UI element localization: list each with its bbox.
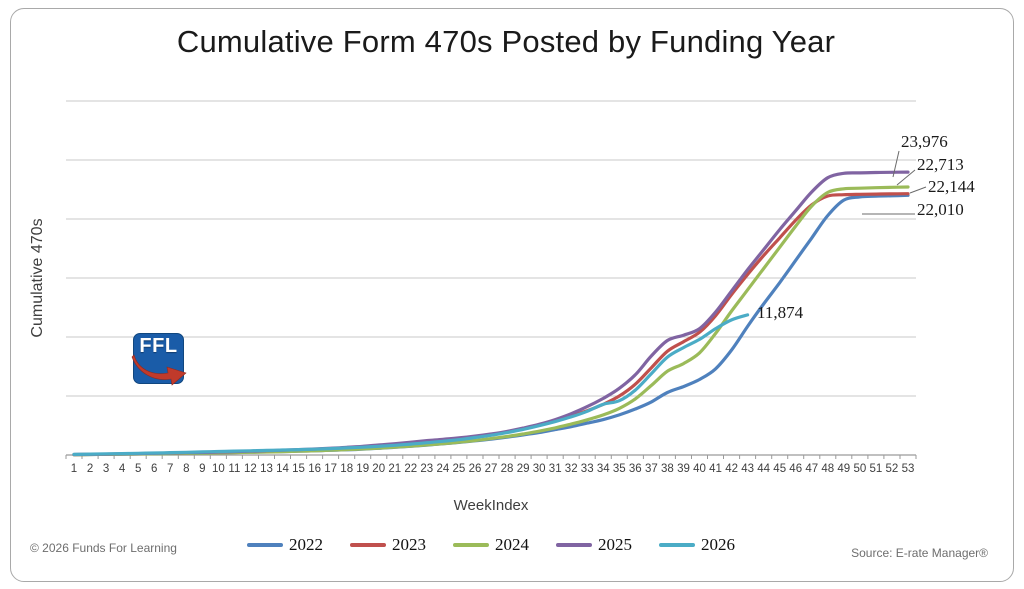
x-tick-label: 43 xyxy=(741,463,754,475)
x-tick-label: 36 xyxy=(629,463,642,475)
x-tick-label: 45 xyxy=(773,463,786,475)
x-tick-label: 26 xyxy=(469,463,482,475)
x-tick-label: 21 xyxy=(388,463,401,475)
x-tick-label: 3 xyxy=(103,463,109,475)
legend-label-2025: 2025 xyxy=(598,535,632,554)
x-tick-label: 35 xyxy=(613,463,626,475)
x-tick-label: 11 xyxy=(228,463,240,475)
legend-swatch-2023 xyxy=(350,543,386,547)
legend-item-2022: 2022 xyxy=(247,535,323,555)
legend-label-2023: 2023 xyxy=(392,535,426,554)
x-tick-label: 46 xyxy=(789,463,802,475)
x-tick-label: 1 xyxy=(71,463,77,475)
legend-item-2024: 2024 xyxy=(453,535,529,555)
x-tick-label: 14 xyxy=(276,463,289,475)
x-tick-label: 33 xyxy=(581,463,594,475)
data-label-2025: 23,976 xyxy=(901,132,948,151)
x-tick-label: 27 xyxy=(485,463,498,475)
x-tick-label: 19 xyxy=(356,463,369,475)
x-tick-label: 23 xyxy=(420,463,433,475)
data-label-2022: 22,010 xyxy=(917,200,964,219)
legend-label-2024: 2024 xyxy=(495,535,529,554)
x-tick-label: 49 xyxy=(837,463,850,475)
x-tick-label: 47 xyxy=(805,463,818,475)
chart-legend: 2022 2023 2024 2025 2026 xyxy=(0,535,982,555)
x-tick-label: 22 xyxy=(404,463,417,475)
x-tick-label: 6 xyxy=(151,463,157,475)
legend-label-2022: 2022 xyxy=(289,535,323,554)
x-tick-label: 4 xyxy=(119,463,126,475)
source-text: Source: E-rate Manager® xyxy=(851,546,988,560)
x-tick-label: 20 xyxy=(372,463,385,475)
x-tick-label: 28 xyxy=(501,463,514,475)
x-tick-label: 48 xyxy=(821,463,834,475)
x-tick-label: 10 xyxy=(212,463,225,475)
x-tick-label: 30 xyxy=(533,463,546,475)
x-tick-label: 40 xyxy=(693,463,706,475)
legend-item-2023: 2023 xyxy=(350,535,426,555)
x-tick-label: 39 xyxy=(677,463,690,475)
x-tick-label: 7 xyxy=(167,463,173,475)
chart-title: Cumulative Form 470s Posted by Funding Y… xyxy=(176,24,836,59)
x-tick-label: 41 xyxy=(709,463,722,475)
copyright-text: © 2026 Funds For Learning xyxy=(30,541,177,555)
x-tick-label: 37 xyxy=(645,463,658,475)
x-tick-label: 25 xyxy=(453,463,466,475)
x-tick-label: 34 xyxy=(597,463,610,475)
x-tick-label: 44 xyxy=(757,463,770,475)
ffl-logo-text: FFL xyxy=(139,335,178,357)
x-tick-label: 12 xyxy=(244,463,257,475)
data-label-2026: 11,874 xyxy=(757,303,804,322)
legend-item-2025: 2025 xyxy=(556,535,632,555)
series-line-2023 xyxy=(72,192,910,457)
x-tick-label: 9 xyxy=(199,463,205,475)
x-axis-title: WeekIndex xyxy=(453,497,529,514)
x-tick-label: 8 xyxy=(183,463,189,475)
legend-swatch-2025 xyxy=(556,543,592,547)
data-label-2023: 22,144 xyxy=(928,177,975,196)
legend-swatch-2022 xyxy=(247,543,283,547)
x-tick-label: 17 xyxy=(324,463,337,475)
x-tick-label: 31 xyxy=(549,463,562,475)
x-tick-label: 32 xyxy=(565,463,578,475)
x-tick-label: 51 xyxy=(870,463,883,475)
x-tick-label: 42 xyxy=(725,463,738,475)
y-axis-title: Cumulative 470s xyxy=(29,218,46,338)
data-label-leader-2025 xyxy=(892,150,900,178)
x-tick-label: 29 xyxy=(517,463,530,475)
x-tick-label: 52 xyxy=(886,463,899,475)
x-tick-label: 16 xyxy=(308,463,321,475)
legend-label-2026: 2026 xyxy=(701,535,735,554)
series-line-2026 xyxy=(72,313,750,456)
data-label-leader-2024 xyxy=(896,169,916,186)
x-tick-label: 15 xyxy=(292,463,305,475)
legend-item-2026: 2026 xyxy=(659,535,735,555)
ffl-arrow-icon xyxy=(131,354,187,386)
x-tick-label: 13 xyxy=(260,463,273,475)
x-tick-label: 2 xyxy=(87,463,93,475)
x-tick-label: 24 xyxy=(437,463,450,475)
x-tick-label: 38 xyxy=(661,463,674,475)
x-tick-label: 18 xyxy=(340,463,353,475)
legend-swatch-2026 xyxy=(659,543,695,547)
data-label-2024: 22,713 xyxy=(917,155,964,174)
legend-swatch-2024 xyxy=(453,543,489,547)
ffl-logo: FFL xyxy=(131,333,187,386)
x-tick-label: 50 xyxy=(854,463,867,475)
x-tick-label: 5 xyxy=(135,463,141,475)
data-label-leader-2023 xyxy=(909,186,927,194)
x-tick-label: 53 xyxy=(902,463,915,475)
